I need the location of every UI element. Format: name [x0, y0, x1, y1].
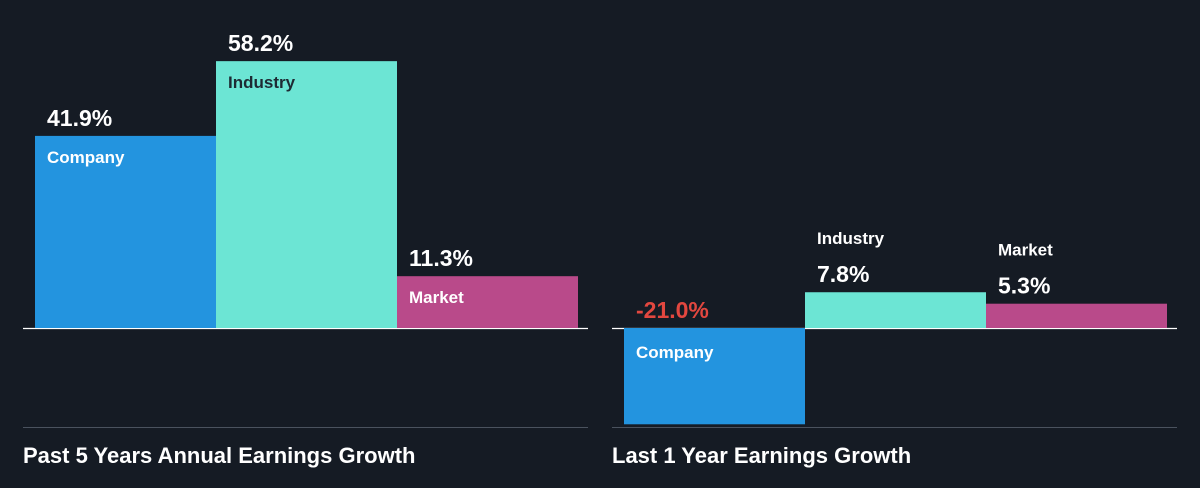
last-1-year-category-label-market: Market [998, 241, 1053, 260]
left-chart-divider [23, 427, 588, 428]
past-5-years-category-label-market: Market [409, 288, 464, 307]
past-5-years-bar-company [35, 135, 216, 328]
past-5-years-value-label-industry: 58.2% [228, 30, 293, 56]
last-1-year-bar-market [986, 303, 1167, 328]
last-1-year-value-label-market: 5.3% [998, 273, 1050, 299]
past-5-years-bar-industry [216, 61, 397, 328]
last-1-year-bar-company [624, 328, 805, 425]
past-5-years-value-label-company: 41.9% [47, 105, 112, 131]
past-5-years-chart-title: Past 5 Years Annual Earnings Growth [23, 443, 416, 468]
past-5-years-value-label-market: 11.3% [409, 245, 473, 271]
last-1-year-category-label-company: Company [636, 343, 714, 362]
last-1-year-value-label-company: -21.0% [636, 297, 709, 323]
last-1-year-value-label-industry: 7.8% [817, 261, 869, 287]
past-5-years-bar-market [397, 276, 578, 328]
right-chart-divider [612, 427, 1177, 428]
last-1-year-chart-title: Last 1 Year Earnings Growth [612, 443, 912, 468]
last-1-year-bar-industry [805, 292, 986, 328]
past-5-years-category-label-company: Company [47, 148, 125, 167]
past-5-years-category-label-industry: Industry [228, 73, 296, 92]
last-1-year-category-label-industry: Industry [817, 229, 885, 248]
